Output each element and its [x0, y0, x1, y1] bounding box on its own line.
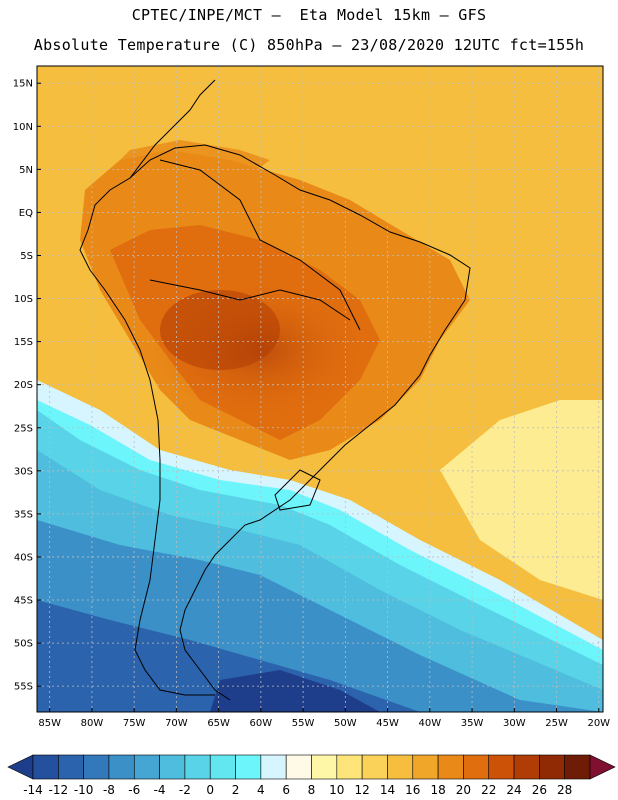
lon-tick-label: 70W [165, 718, 188, 729]
lon-tick-label: 40W [419, 718, 442, 729]
lat-tick-label: 25S [14, 423, 33, 434]
lon-tick-label: 55W [292, 718, 315, 729]
lat-tick-label: 15N [13, 79, 33, 90]
colorbar-swatch [260, 754, 287, 780]
colorbar-swatch [488, 754, 515, 780]
lon-tick-label: 20W [587, 718, 610, 729]
lat-tick-label: 5S [20, 251, 33, 262]
lon-tick-label: 35W [461, 718, 484, 729]
lat-tick-label: 5N [19, 165, 33, 176]
coastline [79, 79, 471, 701]
lat-tick-label: 35S [14, 509, 33, 520]
lat-tick-label: 40S [14, 552, 33, 563]
colorbar-label: 16 [405, 783, 420, 797]
colorbar-swatch [311, 754, 338, 780]
colorbar-swatch [361, 754, 388, 780]
colorbar-label: -4 [154, 783, 166, 797]
lat-tick-label: 30S [14, 466, 33, 477]
colorbar-label: -8 [103, 783, 115, 797]
lat-tick-label: 10N [13, 122, 33, 133]
colorbar-swatch [437, 754, 464, 780]
colorbar-label: -12 [49, 783, 69, 797]
lat-tick-label: 55S [14, 682, 33, 693]
colorbar-label: 6 [282, 783, 290, 797]
colorbar-swatch [387, 754, 414, 780]
colorbar-swatch [83, 754, 110, 780]
colorbar-swatch [412, 754, 439, 780]
lon-tick-label: 80W [81, 718, 104, 729]
colorbar-swatch [564, 754, 591, 780]
colorbar-label: 18 [430, 783, 445, 797]
lon-tick-label: 25W [545, 718, 568, 729]
colorbar-swatch [336, 754, 363, 780]
lat-tick-label: 20S [14, 380, 33, 391]
lat-tick-label: 50S [14, 639, 33, 650]
colorbar-label: 12 [354, 783, 369, 797]
colorbar-label: -10 [74, 783, 94, 797]
lon-tick-label: 45W [376, 718, 399, 729]
colorbar-label: -14 [23, 783, 43, 797]
map-title-line1: CPTEC/INPE/MCT – Eta Model 15km – GFS [131, 6, 487, 24]
colorbar-label: 4 [257, 783, 265, 797]
lon-tick-label: 30W [503, 718, 526, 729]
colorbar-swatch [159, 754, 186, 780]
colorbar-label: 8 [308, 783, 316, 797]
colorbar-swatch [539, 754, 565, 780]
colorbar-label: 24 [506, 783, 521, 797]
lat-tick-label: 15S [14, 337, 33, 348]
colorbar-label: 0 [206, 783, 214, 797]
latitude-labels: 15N 10N 5N EQ 5S 10S 15S 20S 25S 30S 35S 40S 45S 50S 5… [13, 79, 41, 693]
lon-tick-label: 85W [38, 718, 61, 729]
lat-tick-label: 45S [14, 596, 33, 607]
colorbar-label: 26 [532, 783, 547, 797]
map-title-line2: Absolute Temperature (C) 850hPa – 23/08/… [33, 36, 585, 54]
colorbar-swatch [184, 754, 211, 780]
colorbar-label: 10 [329, 783, 344, 797]
colorbar-swatch [235, 754, 262, 780]
colorbar-label: 14 [380, 783, 395, 797]
colorbar [7, 754, 616, 780]
plot-frame [36, 65, 604, 713]
lon-tick-label: 65W [207, 718, 230, 729]
colorbar-swatch [58, 754, 84, 780]
colorbar-arrow-low [7, 754, 34, 780]
colorbar-label: 2 [232, 783, 240, 797]
lat-lon-grid [37, 66, 603, 712]
colorbar-label: -6 [128, 783, 140, 797]
lon-tick-label: 60W [250, 718, 273, 729]
colorbar-swatch [32, 754, 59, 780]
colorbar-label: 28 [557, 783, 572, 797]
lon-tick-label: 75W [123, 718, 146, 729]
colorbar-label: -2 [179, 783, 191, 797]
colorbar-swatch [463, 754, 490, 780]
colorbar-swatch [108, 754, 135, 780]
colorbar-swatch [209, 754, 236, 780]
colorbar-labels: -14 -12 -10 -8 -6 -4 -2 0 2 4 6 8 10 12 14 16 18 20 22 24 26… [23, 783, 572, 797]
temperature-field [37, 66, 603, 712]
colorbar-label: 22 [481, 783, 496, 797]
lat-tick-label: 10S [14, 294, 33, 305]
colorbar-label: 20 [456, 783, 471, 797]
colorbar-swatch [513, 754, 540, 780]
colorbar-arrow-high [589, 754, 616, 780]
lat-tick-label: EQ [19, 208, 33, 219]
colorbar-swatch [133, 754, 160, 780]
longitude-labels: 85W 80W 75W 70W 65W 60W 55W 50W 45W 40W 35W 30W 25W 2… [38, 708, 610, 729]
colorbar-swatch [285, 754, 312, 780]
lon-tick-label: 50W [334, 718, 357, 729]
